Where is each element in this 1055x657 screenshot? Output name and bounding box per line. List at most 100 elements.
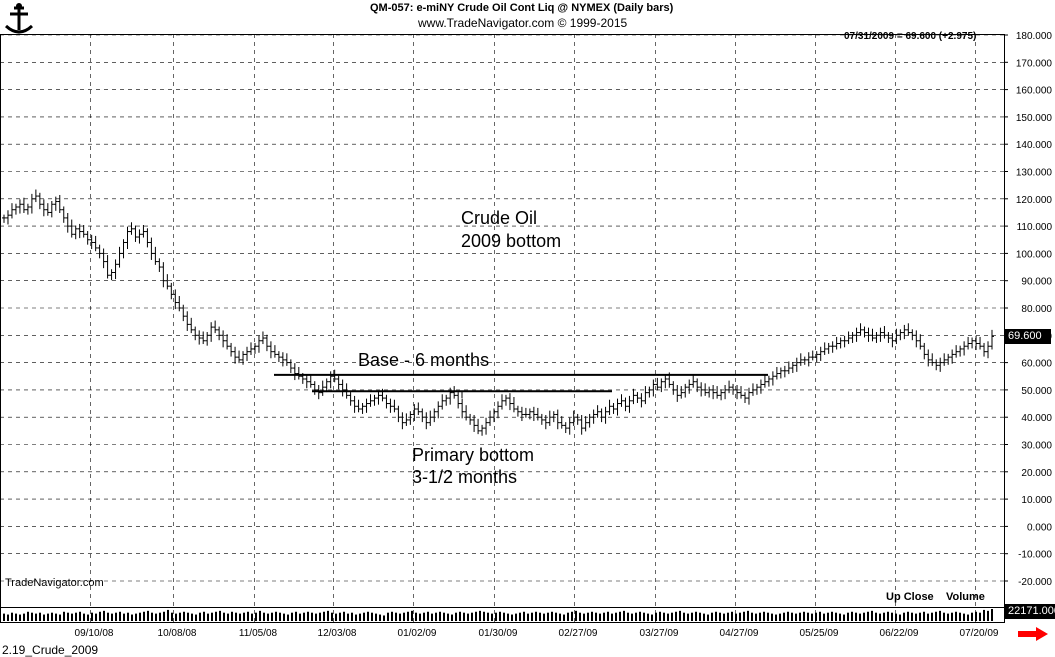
volume-bar [703,613,705,621]
volume-bar [859,613,861,621]
volume-bar [771,613,773,621]
volume-bar [207,613,209,621]
volume-bar [707,614,709,621]
volume-bar [659,611,661,621]
price-bar [33,189,38,203]
volume-bar [11,612,13,621]
volume-bar [891,612,893,621]
price-bar [61,206,66,223]
price-bar [324,378,329,393]
price-bar [707,386,712,398]
volume-bar [815,612,817,621]
volume-bar [219,610,221,621]
price-bar [153,246,158,265]
volume-bar [131,614,133,621]
price-bar [288,359,293,373]
price-bar [416,402,421,416]
price-bar [559,416,564,429]
volume-bar [43,614,45,621]
price-bar [703,383,708,396]
price-bar [874,332,879,343]
price-bar [101,248,106,269]
volume-bar [911,612,913,621]
price-bar [221,330,226,348]
volume-bar [879,613,881,621]
volume-bar [543,613,545,621]
volume-bar [699,612,701,621]
price-bar [778,367,783,379]
volume-bar [259,610,261,621]
volume-bar [663,612,665,621]
volume-bar [583,613,585,621]
volume-bar [943,612,945,621]
price-bar [81,225,86,238]
volume-bar [915,613,917,621]
volume-bar [651,614,653,621]
price-bar [651,379,656,397]
volume-bar [407,611,409,621]
price-bar [280,352,285,367]
volume-bar [307,611,309,621]
volume-bar [251,613,253,621]
volume-bar [527,613,529,621]
price-bar [209,322,214,342]
price-bar [468,413,473,425]
volume-bar [275,611,277,621]
volume-bar [739,612,741,621]
volume-bar [903,612,905,621]
price-bar [484,417,489,435]
price-bar [854,327,859,342]
volume-bar [27,611,29,621]
price-bar [579,415,584,435]
price-bar [149,237,154,260]
y-tick-label: 90.000 [1021,277,1052,288]
price-bar [249,342,253,355]
volume-bar [603,612,605,621]
annotation-primary-line1: Primary bottom [412,445,535,465]
price-bar [499,394,504,410]
x-tick-label: 03/27/09 [640,628,679,639]
volume-bar [787,611,789,621]
volume-bar [491,613,493,621]
price-bar [918,334,923,350]
price-bar [396,405,401,423]
watermark-text: TradeNavigator.com [5,577,104,589]
price-bar [17,199,22,214]
volume-bar [563,614,565,621]
y-tick-label: 100.000 [1016,249,1053,260]
price-bar [141,225,146,238]
price-bar [631,388,636,405]
price-bar [814,351,819,363]
price-bar [260,331,265,345]
price-bar [615,398,620,416]
x-tick-label: 10/08/08 [158,628,197,639]
price-bar [611,403,616,414]
volume-bar [35,613,37,621]
volume-bar [231,611,233,621]
volume-bar [939,610,941,621]
price-bar [571,410,576,426]
volume-bar [327,610,329,621]
chart-grid [0,34,1005,623]
price-bar [93,235,98,252]
red-arrow-icon[interactable] [1018,627,1048,641]
price-bar [950,349,955,364]
price-bar [978,336,983,350]
volume-bar [319,612,321,621]
price-bar [356,399,361,413]
volume-bar [291,612,293,621]
price-bar [926,349,931,367]
price-bar [595,405,600,418]
x-tick-label: 11/05/08 [239,628,278,639]
price-bar [655,377,660,391]
price-bar [503,394,508,406]
volume-bar [247,611,249,621]
resistance-lines [274,373,768,399]
volume-bar [427,611,429,621]
price-bar [372,394,377,406]
volume-bar [871,610,873,621]
volume-bar [671,612,673,621]
price-bar [245,346,250,361]
volume-bar [823,613,825,621]
